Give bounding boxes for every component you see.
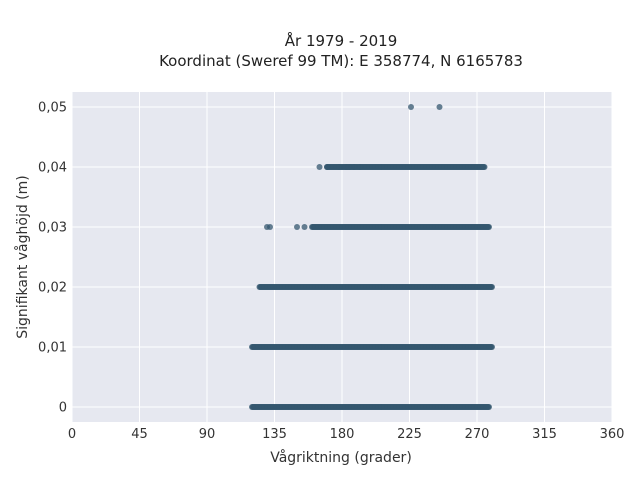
scatter-point bbox=[489, 344, 495, 350]
x-tick-label: 0 bbox=[68, 427, 76, 442]
x-tick-label: 90 bbox=[199, 427, 216, 442]
x-tick-label: 360 bbox=[600, 427, 625, 442]
y-tick-label: 0,04 bbox=[38, 161, 67, 176]
scatter-point bbox=[294, 224, 300, 230]
scatter-point bbox=[408, 104, 414, 110]
y-tick-label: 0,03 bbox=[38, 221, 67, 236]
scatter-point bbox=[351, 164, 357, 170]
scatter-point bbox=[481, 164, 488, 170]
scatter-point bbox=[357, 164, 363, 170]
x-tick-label: 270 bbox=[465, 427, 490, 442]
x-axis-title: Vågriktning (grader) bbox=[270, 449, 412, 466]
x-tick-label: 315 bbox=[532, 427, 557, 442]
scatter-point bbox=[316, 164, 323, 170]
scatter-point bbox=[301, 224, 308, 230]
scatter-point bbox=[489, 284, 495, 290]
scatter-point bbox=[267, 224, 273, 230]
y-tick-label: 0,01 bbox=[38, 341, 67, 356]
scatter-point bbox=[346, 164, 353, 170]
tick-labels: 0 45 90 135 180 225 270 315 360 0 0,01 0,02 0,03 0,04… bbox=[38, 101, 624, 443]
scatter-point bbox=[324, 164, 330, 170]
scatter-point bbox=[486, 404, 492, 410]
x-tick-label: 225 bbox=[397, 427, 422, 442]
x-tick-label: 135 bbox=[262, 427, 287, 442]
y-tick-label: 0,05 bbox=[38, 101, 67, 116]
y-tick-label: 0,02 bbox=[38, 281, 67, 296]
data-points bbox=[249, 104, 495, 410]
chart-subtitle: Koordinat (Sweref 99 TM): E 358774, N 61… bbox=[159, 52, 523, 70]
x-tick-label: 45 bbox=[131, 427, 148, 442]
scatter-point bbox=[486, 224, 492, 230]
chart-title: År 1979 - 2019 bbox=[285, 31, 398, 50]
y-tick-label: 0 bbox=[59, 401, 67, 416]
scatter-point bbox=[436, 104, 443, 110]
x-tick-label: 180 bbox=[330, 427, 355, 442]
scatter-point bbox=[336, 164, 342, 170]
y-axis-title: Signifikant våghöjd (m) bbox=[14, 175, 31, 338]
